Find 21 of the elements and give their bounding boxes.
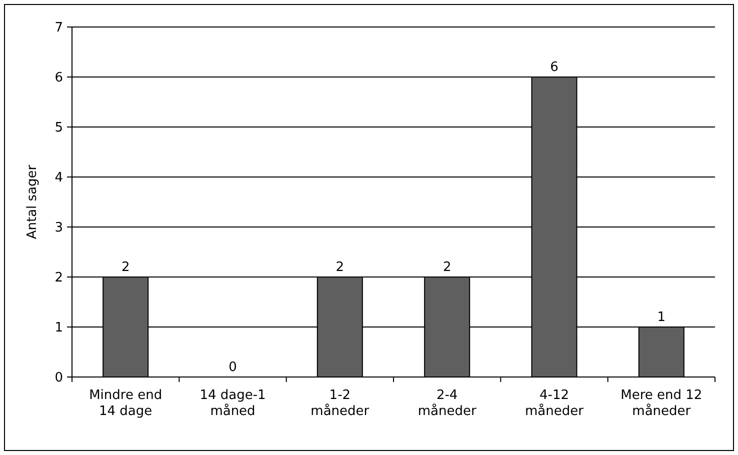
x-tick-label: Mere end 12 måneder	[620, 388, 702, 419]
y-tick-label: 2	[54, 270, 63, 286]
y-tick-label: 7	[54, 20, 63, 36]
data-label: 0	[228, 360, 237, 375]
x-tick-label: 14 dage-1 måned	[200, 388, 266, 419]
y-axis-title: Antal sager	[25, 164, 40, 240]
y-tick-label: 0	[54, 370, 63, 386]
x-tick-label: Mindre end 14 dage	[89, 388, 162, 419]
data-label: 2	[121, 260, 130, 275]
y-tick-label: 4	[54, 170, 63, 186]
x-tick-label: 1-2 måneder	[310, 388, 370, 419]
x-tick-label: 2-4 måneder	[418, 388, 477, 419]
y-tick-label: 5	[54, 120, 63, 136]
data-label: 6	[550, 60, 558, 75]
data-label: 1	[657, 310, 666, 325]
y-tick-label: 1	[54, 320, 63, 336]
y-tick-label: 6	[54, 70, 63, 86]
data-label: 2	[442, 260, 452, 275]
x-tick-label: 4-12 måneder	[525, 388, 584, 419]
y-tick-label: 3	[54, 220, 63, 236]
data-label: 2	[336, 260, 344, 275]
